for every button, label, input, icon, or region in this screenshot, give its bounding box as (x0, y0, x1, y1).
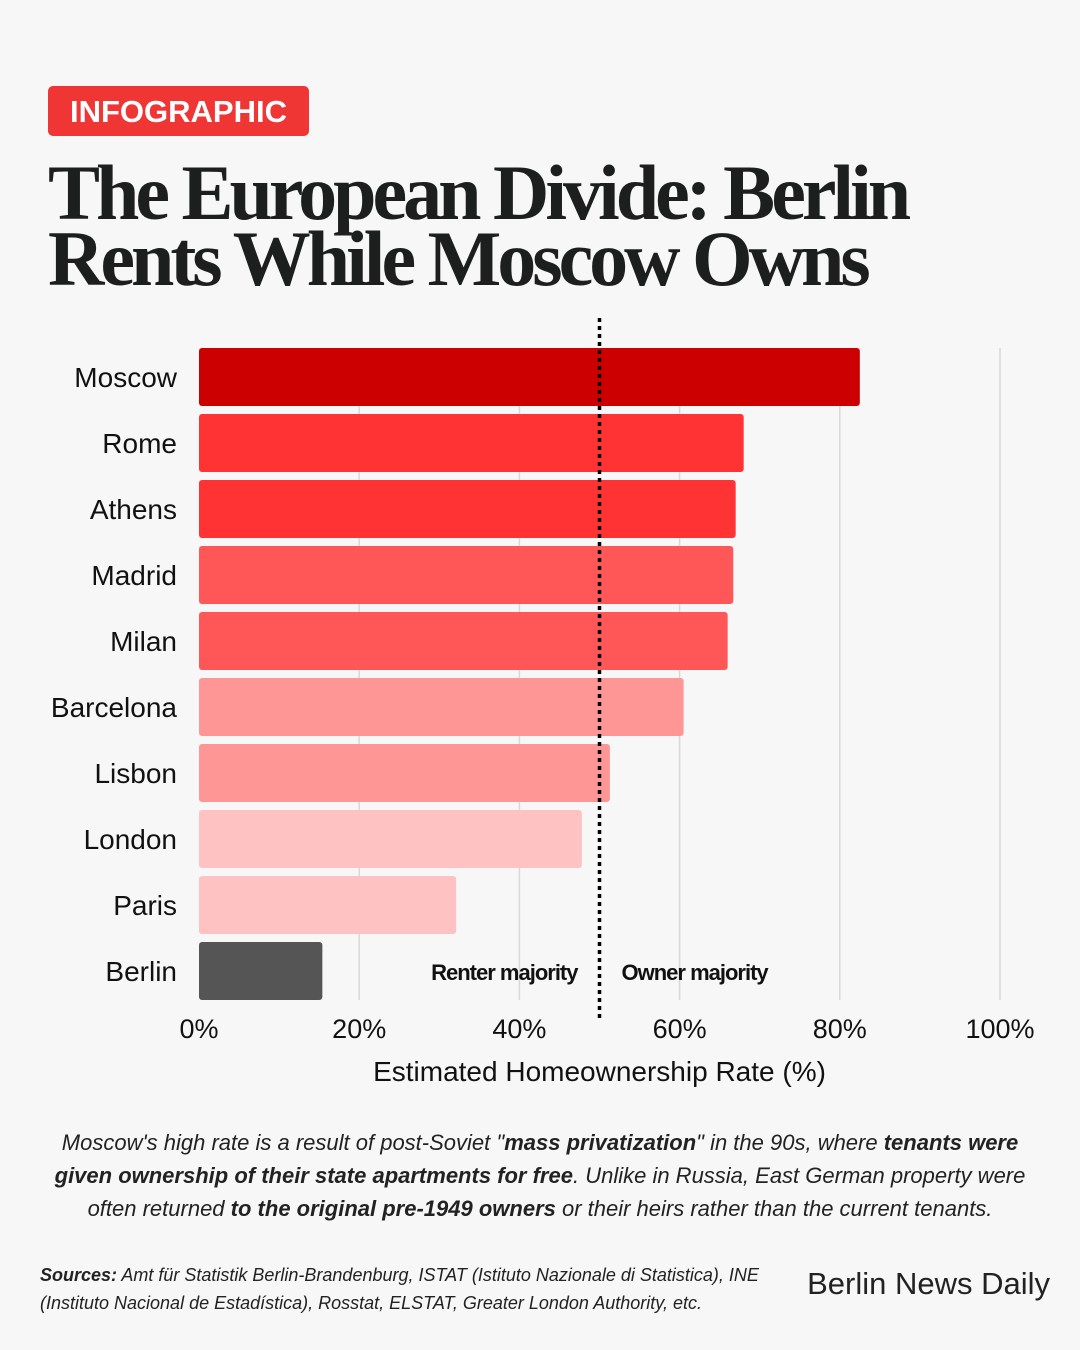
bar-lisbon (199, 744, 610, 802)
category-label: Moscow (74, 362, 177, 393)
category-label: Barcelona (51, 692, 178, 723)
sources: Sources: Amt für Statistik Berlin-Brande… (40, 1261, 800, 1317)
bar-barcelona (199, 678, 684, 736)
bar-paris (199, 876, 457, 934)
bar-moscow (199, 348, 860, 406)
category-label: Madrid (91, 560, 177, 591)
bar-london (199, 810, 582, 868)
caption-part: Moscow's high rate is a result of post-S… (61, 1130, 505, 1155)
category-label: Paris (113, 890, 177, 921)
caption: Moscow's high rate is a result of post-S… (30, 1126, 1050, 1225)
caption-part: tenants were given ownership of their st… (54, 1130, 1019, 1188)
x-tick-label: 40% (492, 1014, 546, 1044)
renter-majority-label: Renter majority (431, 960, 579, 985)
category-label: Milan (110, 626, 177, 657)
caption-part: to the original pre-1949 owners (230, 1196, 556, 1221)
category-label: London (84, 824, 177, 855)
caption-part: . Unlike in Russia, East German property… (87, 1163, 1026, 1221)
sources-label: Sources: (40, 1265, 118, 1285)
bar-chart: 0% 20% 40% 60% 80% 100% Moscow Rome Athens Madrid… (51, 318, 1035, 1087)
infographic-badge: INFOGRAPHIC (48, 86, 309, 136)
owner-majority-label: Owner majority (622, 960, 770, 985)
page-title: The European Divide: Berlin Rents While … (48, 149, 911, 302)
category-label: Athens (90, 494, 177, 525)
x-tick-label: 100% (965, 1014, 1034, 1044)
sources-text: Amt für Statistik Berlin-Brandenburg, IS… (40, 1265, 759, 1313)
x-tick-label: 0% (179, 1014, 218, 1044)
caption-part: mass privatization (504, 1130, 697, 1155)
category-label: Rome (102, 428, 177, 459)
x-axis-label: Estimated Homeownership Rate (%) (373, 1056, 826, 1087)
bar-berlin (199, 942, 323, 1000)
bar-athens (199, 480, 736, 538)
caption-part: or their heirs rather than the current t… (555, 1196, 993, 1221)
x-tick-label: 60% (653, 1014, 707, 1044)
bar-madrid (199, 546, 734, 604)
x-tick-label: 20% (332, 1014, 386, 1044)
bar-milan (199, 612, 728, 670)
caption-part: " in the 90s, where (696, 1130, 884, 1155)
bar-rome (199, 414, 744, 472)
x-tick-label: 80% (813, 1014, 867, 1044)
category-label: Berlin (105, 956, 177, 987)
category-label: Lisbon (94, 758, 177, 789)
brand-logo: Berlin News Daily (807, 1266, 1050, 1301)
